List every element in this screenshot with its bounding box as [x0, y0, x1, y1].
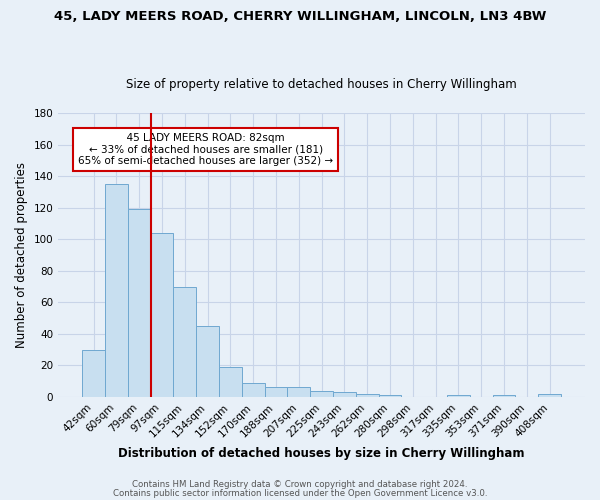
Bar: [333, 392, 356, 397]
Title: Size of property relative to detached houses in Cherry Willingham: Size of property relative to detached ho…: [126, 78, 517, 91]
Bar: [151, 233, 173, 397]
Text: 45, LADY MEERS ROAD, CHERRY WILLINGHAM, LINCOLN, LN3 4BW: 45, LADY MEERS ROAD, CHERRY WILLINGHAM, …: [54, 10, 546, 23]
Bar: [265, 388, 287, 397]
Bar: [379, 396, 401, 397]
Y-axis label: Number of detached properties: Number of detached properties: [15, 162, 28, 348]
Bar: [538, 394, 561, 397]
Text: Contains HM Land Registry data © Crown copyright and database right 2024.: Contains HM Land Registry data © Crown c…: [132, 480, 468, 489]
Bar: [82, 350, 105, 397]
Bar: [447, 396, 470, 397]
Text: Contains public sector information licensed under the Open Government Licence v3: Contains public sector information licen…: [113, 488, 487, 498]
Text: 45 LADY MEERS ROAD: 82sqm  
← 33% of detached houses are smaller (181)
65% of se: 45 LADY MEERS ROAD: 82sqm ← 33% of detac…: [78, 133, 333, 166]
X-axis label: Distribution of detached houses by size in Cherry Willingham: Distribution of detached houses by size …: [118, 447, 525, 460]
Bar: [128, 209, 151, 397]
Bar: [196, 326, 219, 397]
Bar: [219, 367, 242, 397]
Bar: [105, 184, 128, 397]
Bar: [356, 394, 379, 397]
Bar: [493, 396, 515, 397]
Bar: [173, 286, 196, 397]
Bar: [242, 383, 265, 397]
Bar: [310, 390, 333, 397]
Bar: [287, 388, 310, 397]
